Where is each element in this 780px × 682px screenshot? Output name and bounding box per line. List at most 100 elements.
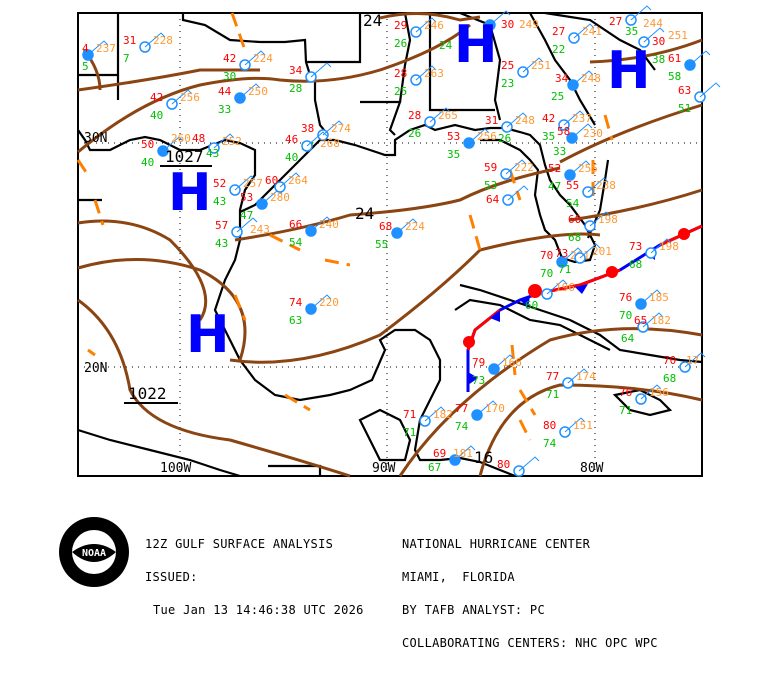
temperature-value: 55 — [566, 179, 579, 192]
station-plot[interactable]: 34 25 248 — [551, 70, 601, 103]
pressure-value: 174 — [576, 370, 596, 383]
pressure-value: 185 — [649, 291, 669, 304]
station-plot[interactable]: 76 71 156 — [619, 384, 669, 417]
dewpoint-value: 74 — [543, 437, 557, 450]
station-plot[interactable]: 60 196 — [525, 279, 575, 312]
temperature-value: 27 — [609, 15, 622, 28]
station-plot[interactable]: 60 68 198 — [568, 211, 618, 244]
station-plot[interactable]: 77 74 170 — [455, 400, 505, 433]
station-plot[interactable]: 53 47 280 — [240, 189, 290, 222]
dewpoint-value: 40 — [285, 151, 298, 164]
dewpoint-value: 71 — [546, 388, 559, 401]
dewpoint-value: 67 — [428, 461, 441, 474]
pressure-value: 246 — [424, 19, 444, 32]
noaa-logo-text: NOAA — [82, 548, 106, 559]
dewpoint-value: 58 — [668, 70, 681, 83]
station-plot[interactable]: 27 22 241 — [552, 23, 602, 56]
station-plot[interactable]: 28 25 263 — [394, 65, 444, 98]
station-plot[interactable]: 70 68 17 — [663, 352, 706, 385]
stationary-front[interactable] — [463, 224, 703, 392]
pressure-value: 228 — [153, 34, 173, 47]
station-plot[interactable]: 42 35 237 — [542, 110, 592, 143]
temperature-value: 73 — [629, 240, 642, 253]
station-plot[interactable]: 65 64 182 — [621, 312, 671, 345]
wind-barb-icon — [561, 247, 583, 263]
wind-barb-icon — [699, 82, 721, 98]
station-plot[interactable]: 76 70 185 — [619, 289, 669, 322]
station-plot[interactable]: 80 74 151 — [543, 417, 593, 450]
pressure-value: 220 — [319, 296, 339, 309]
wind-barb-icon — [642, 312, 664, 328]
pressure-value: 238 — [596, 179, 616, 192]
station-plot[interactable]: 53 35 256 — [447, 128, 497, 161]
station-plot[interactable]: 58 33 230 — [553, 123, 603, 158]
center-location: MIAMI, FLORIDA — [402, 570, 515, 584]
station-plot[interactable]: 55 54 238 — [566, 177, 616, 210]
station-plot[interactable]: 60 264 — [265, 172, 308, 193]
wind-barb-icon — [579, 243, 601, 259]
station-plot[interactable]: 64 — [486, 185, 529, 206]
temperature-value: 59 — [484, 161, 497, 174]
temperature-value: 34 — [289, 64, 303, 77]
station-plot[interactable]: 42 30 224 — [223, 50, 273, 83]
pressure-value: 252 — [222, 135, 242, 148]
wind-barb-icon — [507, 185, 529, 201]
isobar-labels: 24 1027 24 1022 16 — [124, 11, 493, 467]
station-plot[interactable]: 31 7 228 — [123, 32, 173, 65]
temperature-value: 79 — [472, 356, 485, 369]
pressure-value: 198 — [598, 213, 618, 226]
station-plot[interactable]: 71 71 182 — [403, 406, 453, 439]
station-plot[interactable]: 73 71 201 — [555, 243, 612, 276]
dewpoint-value: 5 — [82, 60, 89, 73]
pressure-value: 264 — [288, 174, 308, 187]
station-plot[interactable]: 28 26 265 — [408, 107, 458, 140]
station-plot[interactable]: 73 68 198 — [629, 238, 679, 271]
station-plot[interactable]: 57 43 243 — [215, 217, 270, 250]
wind-barb-icon — [689, 50, 711, 66]
station-plot[interactable]: 46 40 268 — [285, 131, 340, 164]
station-plot[interactable]: 50 40 260 — [141, 132, 191, 169]
temperature-value: 52 — [548, 162, 561, 175]
pressure-value: 198 — [659, 240, 679, 253]
station-plot[interactable]: 52 47 255 — [548, 160, 598, 193]
station-plot[interactable]: 29 26 246 — [394, 17, 444, 50]
analysis-title: 12Z GULF SURFACE ANALYSIS — [145, 537, 334, 551]
dewpoint-value: 30 — [223, 70, 236, 83]
dewpoint-value: 60 — [525, 299, 538, 312]
dewpoint-value: 25 — [551, 90, 564, 103]
wind-barb-icon — [569, 160, 591, 176]
temperature-value: 42 — [150, 91, 163, 104]
station-plot[interactable]: 74 63 220 — [289, 294, 339, 327]
wind-barb-icon — [213, 133, 235, 149]
station-plot[interactable]: 59 53 222 — [484, 159, 534, 192]
station-plot[interactable]: 4 5 237 — [82, 40, 116, 73]
temperature-value: 53 — [447, 130, 460, 143]
station-plot[interactable]: 52 43 257 — [213, 175, 263, 208]
station-plot[interactable]: 79 73 166 — [472, 354, 522, 387]
isobar-label: 24 — [363, 11, 382, 30]
wind-barb-icon — [415, 17, 437, 33]
station-plot[interactable]: 68 55 224 — [375, 218, 425, 251]
station-plot[interactable]: 30 24 249 — [439, 10, 539, 52]
pressure-value: 166 — [502, 356, 522, 369]
wind-barb-icon — [306, 131, 328, 147]
analyst: BY TAFB ANALYST: PC — [402, 603, 545, 617]
station-plot[interactable]: 25 23 251 — [501, 57, 551, 90]
station-plot[interactable]: 77 71 174 — [546, 368, 596, 401]
station-plot[interactable]: 44 33 250 — [218, 83, 268, 116]
wind-barb-icon — [468, 128, 490, 144]
station-plot[interactable]: 80 — [497, 456, 540, 477]
longitude-label: 100W — [160, 461, 191, 476]
station-plot[interactable]: 42 40 256 — [150, 89, 200, 122]
station-plot[interactable]: 66 54 240 — [289, 216, 339, 249]
wind-barb-icon — [630, 5, 652, 21]
